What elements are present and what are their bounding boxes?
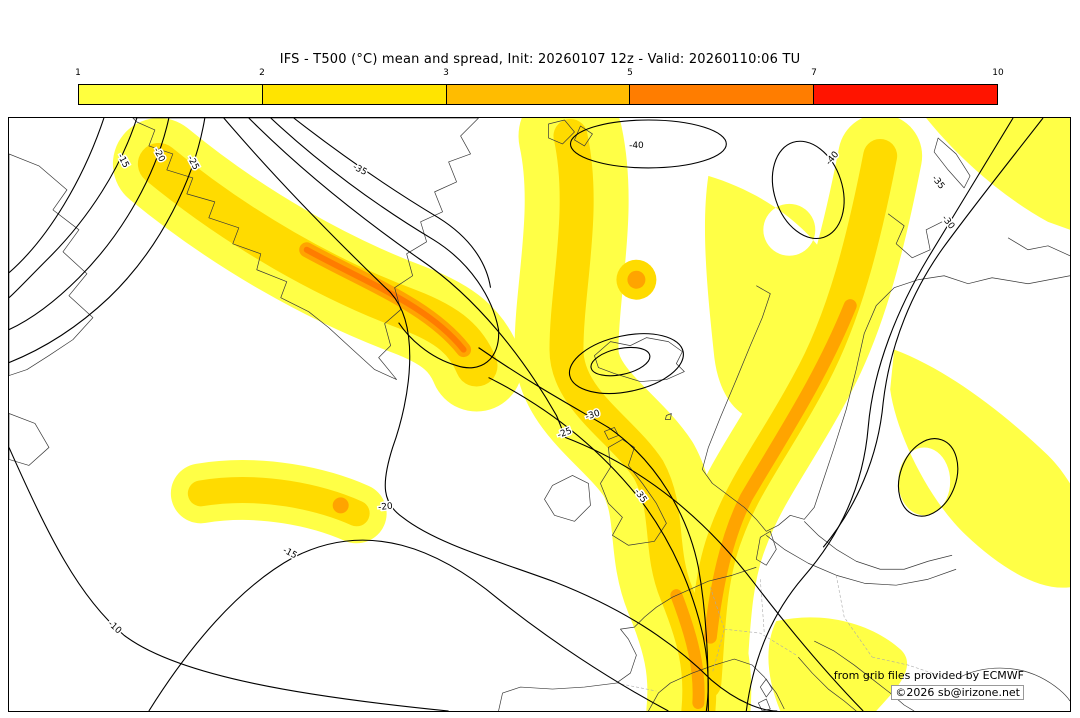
contour-label: -15 xyxy=(281,546,299,562)
colorbar-segment xyxy=(79,85,263,104)
page-title: IFS - T500 (°C) mean and spread, Init: 2… xyxy=(279,52,801,67)
colorbar-segment xyxy=(262,85,447,104)
spread-shading xyxy=(159,118,1070,711)
attribution: from grib files provided by ECMWF ©2026 … xyxy=(834,667,1024,701)
contour-label: -10 xyxy=(105,619,123,636)
country-borders xyxy=(616,575,945,692)
weather-map-frame: -40 -40 -35 -35 -35 -30 -30 -25 -25 -20 -20 -15 -15-… xyxy=(8,117,1071,712)
colorbar xyxy=(78,84,998,105)
colorbar-segment xyxy=(446,85,631,104)
coastlines xyxy=(9,118,1070,711)
contour-label: -35 xyxy=(351,162,369,178)
colorbar-labels: 1 2 3 5 7 10 xyxy=(75,68,1004,80)
contour-label: -40 xyxy=(629,141,644,151)
temperature-contours xyxy=(9,118,1044,711)
colorbar-segment xyxy=(630,85,815,104)
attribution-source: from grib files provided by ECMWF xyxy=(833,668,1024,682)
map-svg: -40-40-35-35-35-30-30-25-25-20-20-15-15-… xyxy=(9,118,1070,711)
colorbar-tick-label: 5 xyxy=(627,68,633,78)
contour-label: -35 xyxy=(929,174,946,192)
colorbar-tick-label: 10 xyxy=(992,68,1004,78)
colorbar-segment xyxy=(814,85,997,104)
attribution-copyright: ©2026 sb@irizone.net xyxy=(891,684,1024,700)
colorbar-tick-label: 2 xyxy=(259,68,265,78)
contour-label: -20 xyxy=(378,502,394,514)
colorbar-tick-label: 3 xyxy=(443,68,449,78)
colorbar-tick-label: 1 xyxy=(75,68,81,78)
colorbar-tick-label: 7 xyxy=(811,68,817,78)
